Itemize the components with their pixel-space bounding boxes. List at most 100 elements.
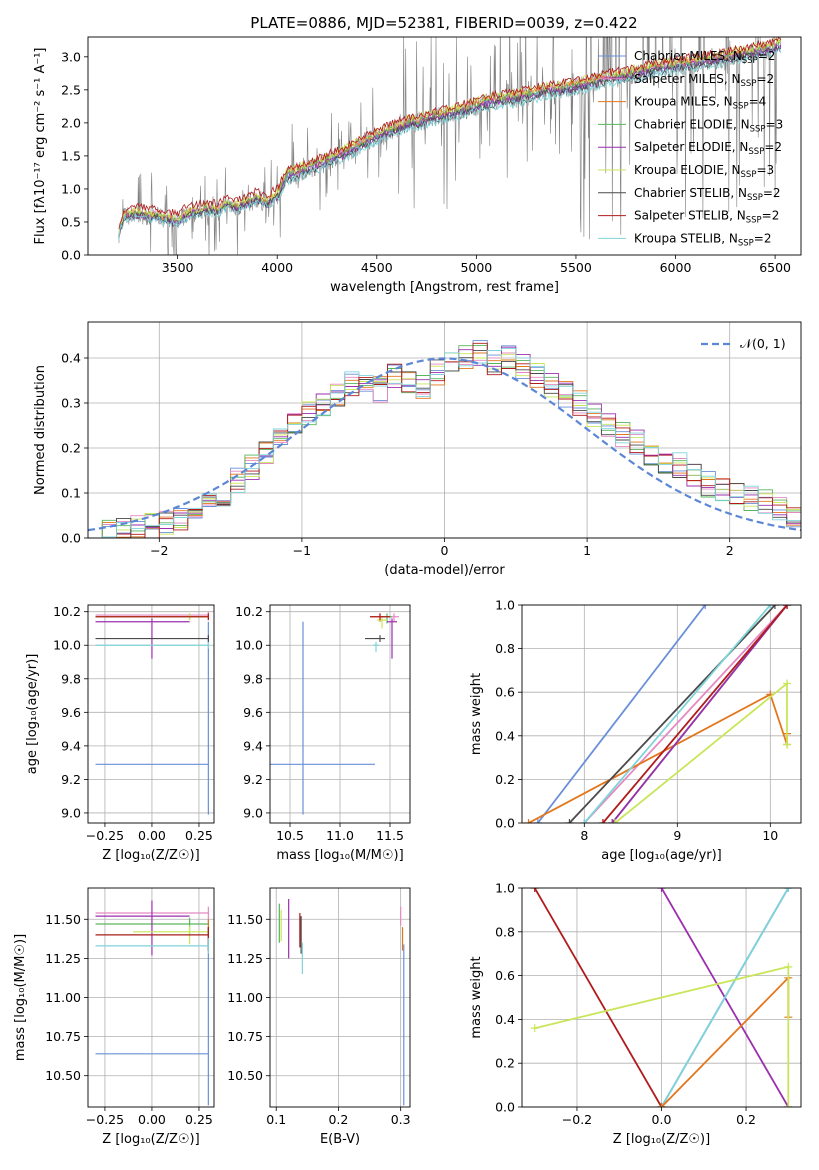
age-vs-z-frame	[87, 604, 215, 824]
spectrum-xtick-label: 5500	[560, 260, 592, 275]
weight-vs-age-marker-kroupa_stelib	[580, 819, 589, 823]
spectrum-xtick-label: 6500	[759, 260, 791, 275]
weight-vs-age-panel: 8 9 10 0.0 0.2 0.4 0.6 0.8 1.0 age [log₁₀(age/yr)…	[469, 598, 802, 863]
spectrum-xtick-label: 3500	[162, 260, 194, 275]
weight-vs-age-ytick-label: 0.2	[495, 772, 515, 787]
weight-vs-age-marker-chabrier_stelib	[565, 819, 574, 823]
mass-vs-ebv-ytick-label: 11.00	[227, 990, 263, 1005]
weight-vs-z-marker-kroupa_elodie	[784, 1103, 793, 1107]
age-vs-z-ytick-label: 10.2	[53, 604, 81, 619]
spectrum-title: PLATE=0886, MJD=52381, FIBERID=0039, z=0…	[250, 14, 637, 32]
residuals-xtick-label: −2	[150, 543, 168, 558]
spectrum-legend: Chabrier MILES, NSSP=2 Salpeter MILES, NS…	[598, 49, 783, 248]
residuals-ytick-label: 0.0	[61, 531, 81, 546]
spectrum-legend-label-kroupa_elodie: Kroupa ELODIE, NSSP=3	[634, 163, 774, 180]
spectrum-legend-label-kroupa_miles: Kroupa MILES, NSSP=4	[634, 95, 766, 112]
spectrum-xtick-label: 6000	[660, 260, 692, 275]
spectrum-ytick-label: 1.5	[61, 148, 81, 163]
weight-vs-z-xtick-label: 0.2	[736, 1112, 756, 1127]
weight-vs-age-line-chabrier_miles	[537, 605, 706, 823]
mass-vs-z-ytick-label: 11.50	[45, 912, 81, 927]
mass-vs-z-ylabel: mass [log₁₀(M/M☉)]	[13, 934, 28, 1061]
mass-vs-ebv-ytick-label: 10.75	[227, 1029, 263, 1044]
age-vs-mass-ytick-label: 10.0	[235, 638, 263, 653]
weight-vs-age-marker-kroupa_miles	[524, 819, 533, 823]
spectrum-legend-label-salpeter_miles: Salpeter MILES, NSSP=2	[634, 72, 774, 89]
weight-vs-z-xlabel: Z [log₁₀(Z/Z☉)]	[613, 1132, 710, 1147]
weight-vs-z-ytick-label: 0.8	[495, 924, 515, 939]
weight-vs-z-xtick-label: −0.2	[562, 1112, 592, 1127]
spectrum-ytick-label: 2.5	[61, 82, 81, 97]
spectrum-legend-label-kroupa_stelib: Kroupa STELIB, NSSP=2	[634, 231, 772, 248]
age-vs-z-panel: −0.25 0.00 0.25 9.0 9.2 9.4 9.6 9.8 10.0 10.2 Z [l…	[25, 604, 215, 863]
age-vs-mass-ytick-label: 9.4	[243, 738, 263, 753]
weight-vs-age-marker-kroupa_elodie	[783, 740, 792, 749]
age-vs-z-xtick-label: 0.25	[185, 828, 213, 843]
weight-vs-age-marker-kroupa_elodie	[783, 679, 792, 688]
weight-vs-age-ylabel: mass weight	[469, 673, 484, 755]
spectrum-xtick-label: 4500	[361, 260, 393, 275]
mass-vs-z-panel: −0.25 0.00 0.25 10.50 10.75 11.00 11.25 11.50 Z …	[13, 887, 215, 1147]
residuals-panel: −2 −1 0 1 2 0.0 0.1 0.2 0.3 0.4 (data-model)/error…	[33, 321, 802, 578]
weight-vs-z-ytick-label: 0.6	[495, 968, 515, 983]
weight-vs-age-marker-salpeter_stelib	[783, 605, 792, 609]
residuals-ytick-label: 0.3	[61, 396, 81, 411]
weight-vs-z-frame	[521, 887, 802, 1108]
mass-vs-ebv-xlabel: E(B-V)	[320, 1132, 360, 1147]
mass-vs-z-ytick-label: 10.75	[45, 1029, 81, 1044]
weight-vs-age-line-salpeter_miles	[583, 605, 788, 823]
spectrum-legend-label-chabrier_miles: Chabrier MILES, NSSP=2	[634, 49, 775, 66]
mass-vs-ebv-ytick-label: 11.50	[227, 912, 263, 927]
age-vs-mass-ytick-label: 10.2	[235, 604, 263, 619]
residuals-xtick-label: 0	[441, 543, 449, 558]
mass-vs-z-xtick-label: −0.25	[86, 1112, 124, 1127]
mass-vs-z-frame	[87, 887, 215, 1108]
spectrum-ytick-label: 1.0	[61, 181, 81, 196]
age-vs-mass-panel: 10.5 11.0 11.5 9.0 9.2 9.4 9.6 9.8 10.0 10.2 mass …	[235, 604, 411, 863]
spectrum-panel: 3500 4000 4500 5000 5500 6000 6500 0.0 0.5 1.0 1.5…	[33, 36, 802, 295]
spectrum-xtick-label: 5000	[460, 260, 492, 275]
mass-vs-z-xtick-label: 0.00	[138, 1112, 166, 1127]
weight-vs-age-ytick-label: 0.6	[495, 685, 515, 700]
residuals-xtick-label: −1	[293, 543, 311, 558]
spectrum-frame	[87, 36, 802, 256]
age-vs-mass-ytick-label: 9.8	[243, 671, 263, 686]
age-vs-mass-xtick-label: 11.0	[326, 828, 354, 843]
age-vs-mass-frame	[269, 604, 411, 824]
age-vs-z-ytick-label: 9.6	[61, 705, 81, 720]
age-vs-z-ytick-label: 9.4	[61, 738, 81, 753]
residuals-xlabel: (data-model)/error	[384, 563, 505, 578]
age-vs-mass-ytick-label: 9.0	[243, 805, 263, 820]
spectrum-legend-label-chabrier_stelib: Chabrier STELIB, NSSP=2	[634, 186, 781, 203]
residuals-ytick-label: 0.4	[61, 351, 81, 366]
weight-vs-z-line-salpeter_stelib	[533, 888, 663, 1107]
age-vs-z-ytick-label: 9.0	[61, 805, 81, 820]
mass-vs-z-ytick-label: 11.00	[45, 990, 81, 1005]
spectrum-data-line	[118, 37, 781, 255]
weight-vs-age-xlabel: age [log₁₀(age/yr)]	[601, 848, 722, 863]
weight-vs-z-marker-kroupa_stelib	[784, 888, 793, 892]
mass-vs-ebv-panel: 0.1 0.2 0.3 10.50 10.75 11.00 11.25 11.50 E(B-V)	[227, 887, 411, 1147]
age-vs-z-ytick-label: 9.8	[61, 671, 81, 686]
weight-vs-age-ytick-label: 0.4	[495, 728, 515, 743]
weight-vs-age-ytick-label: 0.8	[495, 641, 515, 656]
weight-vs-z-ytick-label: 0.0	[495, 1100, 515, 1115]
mass-vs-z-xlabel: Z [log₁₀(Z/Z☉)]	[102, 1132, 199, 1147]
age-vs-z-ylabel: age [log₁₀(age/yr)]	[25, 654, 40, 775]
weight-vs-age-xtick-label: 10	[762, 828, 778, 843]
weight-vs-z-marker-kroupa_elodie	[530, 1024, 539, 1033]
mass-vs-z-xtick-label: 0.25	[185, 1112, 213, 1127]
age-vs-z-xlabel: Z [log₁₀(Z/Z☉)]	[102, 848, 199, 863]
weight-vs-age-marker-chabrier_stelib	[770, 605, 779, 609]
age-vs-z-ytick-label: 9.2	[61, 772, 81, 787]
residuals-gauss-curve	[88, 357, 801, 532]
weight-vs-age-marker-chabrier_miles	[701, 605, 710, 609]
weight-vs-age-line-kroupa_elodie	[614, 681, 788, 823]
weight-vs-age-marker-chabrier_miles	[533, 819, 542, 823]
weight-vs-z-panel: −0.2 0.0 0.2 0.0 0.2 0.4 0.6 0.8 1.0 Z [log₁₀(Z/Z…	[469, 881, 802, 1147]
mass-vs-ebv-xtick-label: 0.1	[266, 1112, 286, 1127]
weight-vs-age-marker-salpeter_elodie	[608, 819, 617, 823]
residuals-legend: 𝒩(0, 1)	[701, 336, 786, 351]
weight-vs-age-line-salpeter_elodie	[611, 605, 788, 823]
